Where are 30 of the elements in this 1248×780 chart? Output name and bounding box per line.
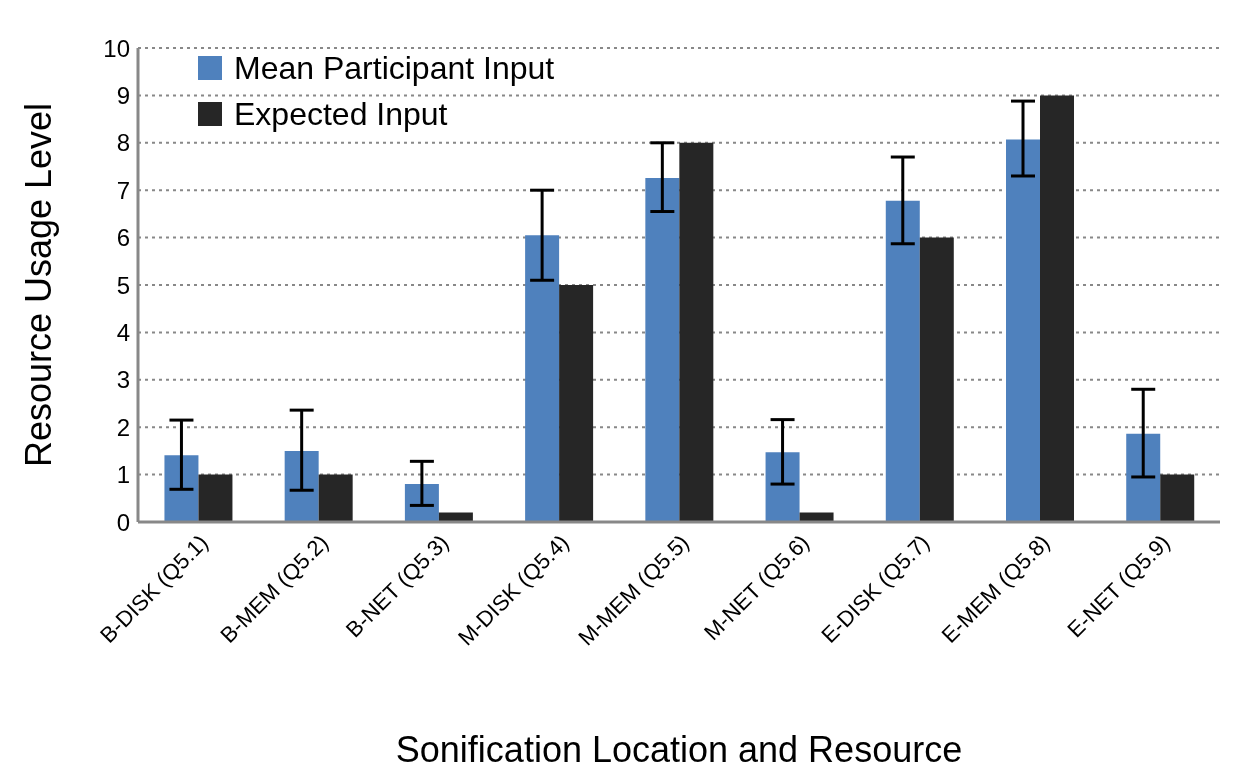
bar — [885, 200, 920, 522]
bar — [164, 455, 199, 522]
y-tick-label: 3 — [116, 366, 130, 394]
bar — [679, 142, 714, 522]
x-axis-title: Sonification Location and Resource — [395, 729, 963, 770]
bar — [1160, 474, 1195, 522]
y-tick-label: 10 — [103, 34, 130, 62]
y-tick-label: 9 — [116, 81, 130, 109]
y-tick-label: 8 — [116, 129, 130, 157]
legend-label: Expected Input — [234, 95, 448, 134]
y-tick-label: 0 — [116, 508, 130, 536]
y-tick-label: 7 — [116, 176, 130, 204]
bar — [919, 237, 954, 522]
bar — [318, 474, 353, 522]
y-tick-label: 2 — [116, 413, 130, 441]
y-tick-label: 5 — [116, 271, 130, 299]
y-tick-label: 4 — [116, 318, 130, 346]
y-tick-label: 1 — [116, 461, 130, 489]
bar — [284, 450, 319, 522]
bar — [1040, 95, 1074, 522]
bar — [765, 452, 800, 522]
y-tick-label: 6 — [116, 224, 130, 252]
bar — [559, 285, 594, 522]
bar — [198, 474, 233, 522]
legend-label: Mean Participant Input — [234, 49, 555, 88]
bar — [525, 235, 560, 522]
bar — [645, 177, 680, 522]
bar — [1006, 139, 1040, 522]
bar — [1126, 433, 1161, 522]
y-axis-title: Resource Usage Level — [17, 102, 59, 468]
